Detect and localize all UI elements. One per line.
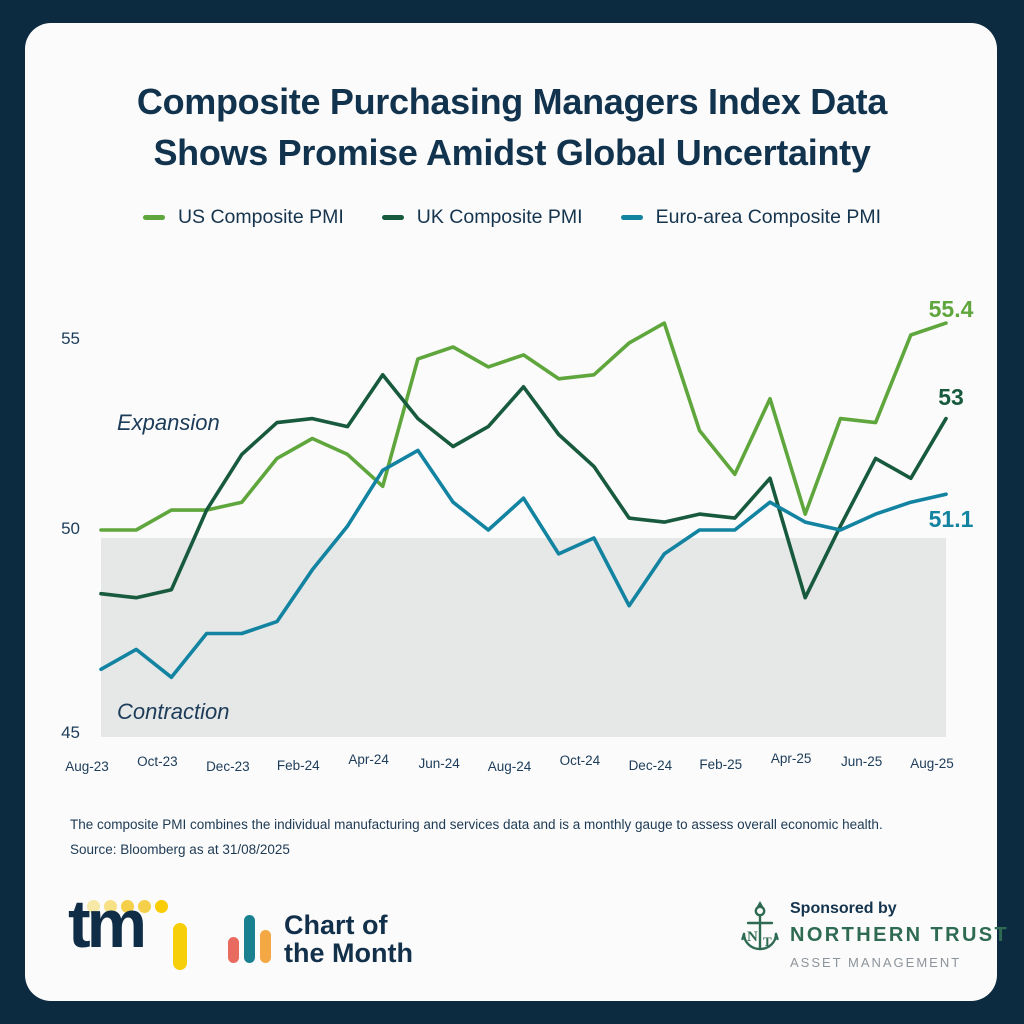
sponsored-by-label: Sponsored by	[790, 900, 897, 917]
tmi-logo-i-icon	[173, 923, 187, 970]
uk-series-swatch-icon	[381, 215, 404, 220]
end-value-label-0: 55.4	[929, 296, 974, 322]
series-line-0	[99, 321, 948, 532]
x-tick-label: Aug-25	[910, 756, 954, 771]
y-tick-label: 45	[61, 723, 80, 742]
euro-series-swatch-icon	[620, 215, 643, 220]
chart-footnote: The composite PMI combines the individua…	[70, 817, 883, 832]
tmi-dot-icon	[138, 900, 151, 913]
tmi-dot-icon	[104, 900, 117, 913]
northern-trust-wordmark: NORTHERN TRUST	[790, 924, 1010, 946]
contraction-annotation: Contraction	[117, 699, 230, 724]
svg-text:T: T	[763, 934, 772, 949]
expansion-annotation: Expansion	[117, 410, 220, 435]
legend-item-uk: UK Composite PMI	[381, 206, 583, 229]
bar-icon-segment	[244, 915, 255, 963]
x-tick-label: Oct-24	[560, 753, 601, 768]
end-value-label-2: 51.1	[929, 506, 974, 532]
x-tick-label: Jun-24	[418, 756, 460, 771]
y-tick-label: 55	[61, 329, 80, 348]
bar-icon-segment	[260, 930, 271, 963]
x-tick-label: Apr-25	[771, 751, 812, 766]
tmi-logo-letters: tm	[68, 886, 147, 962]
x-tick-label: Dec-24	[629, 758, 673, 773]
tmi-logo: tm	[68, 886, 190, 978]
legend-item-us: US Composite PMI	[142, 206, 344, 229]
anchor-icon: N T	[741, 901, 779, 951]
x-tick-label: Aug-24	[488, 759, 532, 774]
legend-label-euro: Euro-area Composite PMI	[655, 206, 882, 228]
tmi-dot-icon	[121, 900, 134, 913]
us-series-swatch-icon	[142, 215, 165, 220]
x-tick-label: Aug-23	[65, 759, 109, 774]
x-tick-label: Feb-25	[699, 757, 742, 772]
legend-label-uk: UK Composite PMI	[416, 206, 583, 228]
y-tick-label: 50	[61, 519, 80, 538]
page-title-line2: Shows Promise Amidst Global Uncertainty	[153, 132, 871, 173]
chart-of-the-month-label: Chart of the Month	[284, 911, 413, 967]
contraction-band	[101, 538, 946, 737]
sponsor-texts: Sponsored by NORTHERN TRUST ASSET MANAGE…	[790, 898, 1009, 970]
legend-label-us: US Composite PMI	[177, 206, 344, 228]
bar-chart-icon	[228, 915, 271, 963]
end-value-label-1: 53	[938, 384, 964, 410]
asset-management-label: ASSET MANAGEMENT	[790, 955, 962, 970]
bar-icon-segment	[228, 937, 239, 963]
x-tick-label: Jun-25	[841, 754, 882, 769]
legend-item-euro: Euro-area Composite PMI	[620, 206, 882, 229]
x-tick-label: Feb-24	[277, 758, 320, 773]
chart-source: Source: Bloomberg as at 31/08/2025	[70, 842, 290, 857]
x-tick-label: Apr-24	[348, 752, 389, 767]
series-line-1	[99, 372, 948, 600]
com-line1: Chart of	[284, 910, 388, 940]
tmi-dot-icon	[155, 900, 168, 913]
sponsor-block: N T Sponsored by NORTHERN TRUST ASSET MA…	[741, 898, 1009, 970]
svg-text:N: N	[747, 929, 758, 945]
infographic-card	[25, 23, 997, 1001]
chart-legend: US Composite PMI UK Composite PMI Euro-a…	[0, 206, 1024, 229]
x-tick-label: Oct-23	[137, 754, 178, 769]
x-tick-label: Dec-23	[206, 759, 250, 774]
page-title-line1: Composite Purchasing Managers Index Data	[136, 81, 888, 122]
com-line2: the Month	[284, 938, 413, 968]
chart-of-the-month-badge: Chart of the Month	[228, 905, 413, 967]
series-line-2	[99, 448, 948, 680]
page-title: Composite Purchasing Managers Index Data…	[60, 76, 964, 178]
tmi-dot-icon	[87, 900, 100, 913]
tmi-logo-dots-icon	[87, 900, 168, 913]
